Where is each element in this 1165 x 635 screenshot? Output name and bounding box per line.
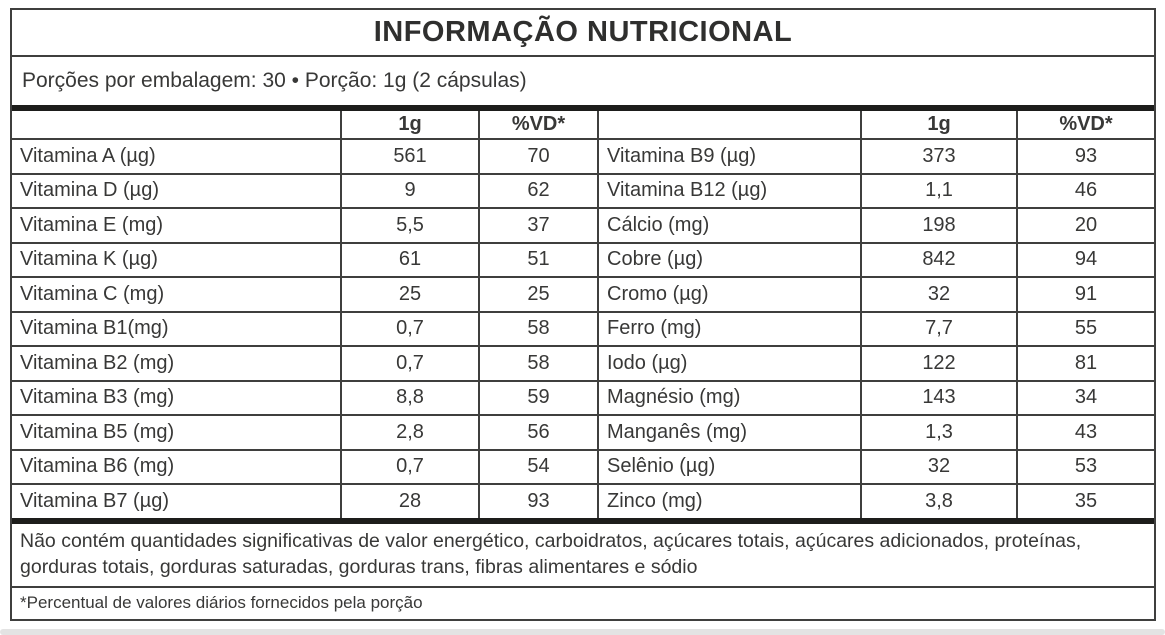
nutrient-name: Vitamina D (µg) bbox=[12, 175, 340, 209]
percent-daily-value: 43 bbox=[1016, 416, 1154, 451]
nutrient-name: Vitamina B6 (mg) bbox=[12, 451, 340, 485]
percent-daily-value: 58 bbox=[478, 347, 597, 382]
percent-daily-value: 20 bbox=[1016, 209, 1154, 244]
serving-info-text: Porções por embalagem: 30 • Porção: 1g (… bbox=[22, 69, 527, 92]
amount-per-serving: 28 bbox=[340, 485, 478, 518]
percent-daily-value: 46 bbox=[1016, 174, 1154, 209]
percent-daily-value: 62 bbox=[478, 174, 597, 209]
nutrient-name: Vitamina B9 (µg) bbox=[597, 140, 860, 175]
nutrient-name: Selênio (µg) bbox=[597, 450, 860, 485]
amount-per-serving: 1,1 bbox=[860, 174, 1016, 209]
table-row: Vitamina A (µg) 561 70 Vitamina B9 (µg) 373 9… bbox=[12, 140, 1154, 175]
nutrient-name: Ferro (mg) bbox=[597, 312, 860, 347]
table-row: Vitamina E (mg) 5,5 37 Cálcio (mg) 198 20 bbox=[12, 209, 1154, 244]
percent-daily-value: 53 bbox=[1016, 450, 1154, 485]
table-body: Vitamina A (µg) 561 70 Vitamina B9 (µg) 373 9… bbox=[12, 140, 1154, 518]
percent-daily-value: 37 bbox=[478, 209, 597, 244]
nutrient-name: Cálcio (mg) bbox=[597, 209, 860, 244]
table-row: Vitamina B1(mg) 0,7 58 Ferro (mg) 7,7 55 bbox=[12, 312, 1154, 347]
amount-per-serving: 61 bbox=[340, 243, 478, 278]
amount-per-serving: 0,7 bbox=[340, 312, 478, 347]
amount-per-serving: 842 bbox=[860, 243, 1016, 278]
nutrient-name: Vitamina B2 (mg) bbox=[12, 347, 340, 382]
nutrient-name: Vitamina K (µg) bbox=[12, 244, 340, 278]
table-row: Vitamina B6 (mg) 0,7 54 Selênio (µg) 32 53 bbox=[12, 450, 1154, 485]
amount-per-serving: 5,5 bbox=[340, 209, 478, 244]
nutrient-name: Cromo (µg) bbox=[597, 278, 860, 313]
dv-column-header-right: %VD* bbox=[1016, 111, 1154, 140]
nutrient-name: Vitamina B5 (mg) bbox=[12, 416, 340, 451]
nutrient-column-header-right bbox=[597, 111, 860, 140]
page-title: INFORMAÇÃO NUTRICIONAL bbox=[373, 16, 793, 48]
percent-daily-value: 54 bbox=[478, 450, 597, 485]
nutrient-name: Vitamina A (µg) bbox=[12, 140, 340, 175]
table-row: Vitamina B7 (µg) 28 93 Zinco (mg) 3,8 35 bbox=[12, 485, 1154, 518]
nutrient-name: Cobre (µg) bbox=[597, 243, 860, 278]
nutrient-name: Manganês (mg) bbox=[597, 416, 860, 451]
daily-value-footnote: *Percentual de valores diários fornecido… bbox=[12, 588, 1154, 619]
amount-per-serving: 8,8 bbox=[340, 381, 478, 416]
amount-column-header-left: 1g bbox=[340, 111, 478, 140]
percent-daily-value: 59 bbox=[478, 381, 597, 416]
table-row: Vitamina B3 (mg) 8,8 59 Magnésio (mg) 143 34 bbox=[12, 381, 1154, 416]
table-row: Vitamina C (mg) 25 25 Cromo (µg) 32 91 bbox=[12, 278, 1154, 313]
serving-info-row: Porções por embalagem: 30 • Porção: 1g (… bbox=[12, 57, 1154, 111]
percent-daily-value: 94 bbox=[1016, 243, 1154, 278]
percent-daily-value: 51 bbox=[478, 243, 597, 278]
percent-daily-value: 25 bbox=[478, 278, 597, 313]
percent-daily-value: 58 bbox=[478, 312, 597, 347]
nutrient-name: Zinco (mg) bbox=[597, 485, 860, 518]
amount-per-serving: 373 bbox=[860, 140, 1016, 175]
percent-daily-value: 55 bbox=[1016, 312, 1154, 347]
amount-per-serving: 122 bbox=[860, 347, 1016, 382]
no-significant-amounts-text: Não contém quantidades significativas de… bbox=[20, 529, 1082, 578]
nutrient-name: Magnésio (mg) bbox=[597, 381, 860, 416]
table-row: Vitamina B2 (mg) 0,7 58 Iodo (µg) 122 81 bbox=[12, 347, 1154, 382]
nutrient-name: Vitamina E (mg) bbox=[12, 209, 340, 244]
nutrient-column-header-left bbox=[12, 111, 340, 140]
amount-per-serving: 143 bbox=[860, 381, 1016, 416]
percent-daily-value: 93 bbox=[1016, 140, 1154, 175]
amount-column-header-right: 1g bbox=[860, 111, 1016, 140]
percent-daily-value: 56 bbox=[478, 416, 597, 451]
percent-daily-value: 35 bbox=[1016, 485, 1154, 518]
nutrient-name: Vitamina C (mg) bbox=[12, 278, 340, 313]
dv-column-header-left: %VD* bbox=[478, 111, 597, 140]
nutrient-name: Vitamina B7 (µg) bbox=[20, 489, 169, 512]
amount-per-serving: 32 bbox=[860, 450, 1016, 485]
amount-per-serving: 198 bbox=[860, 209, 1016, 244]
amount-per-serving: 561 bbox=[340, 140, 478, 175]
nutrient-name: Vitamina B3 (mg) bbox=[12, 382, 340, 416]
percent-daily-value: 93 bbox=[478, 485, 597, 518]
percent-daily-value: 70 bbox=[478, 140, 597, 175]
nutrient-name: Iodo (µg) bbox=[597, 347, 860, 382]
percent-daily-value: 91 bbox=[1016, 278, 1154, 313]
nutrient-name: Vitamina B1(mg) bbox=[12, 313, 340, 347]
nutrients-table: 1g %VD* 1g %VD* Vitamina A (µg) 561 70 Vita… bbox=[12, 111, 1154, 524]
label-title-row: INFORMAÇÃO NUTRICIONAL bbox=[12, 10, 1154, 57]
amount-per-serving: 0,7 bbox=[340, 347, 478, 382]
scan-edge-decoration bbox=[0, 629, 1165, 635]
table-row: Vitamina D (µg) 9 62 Vitamina B12 (µg) 1,1 46 bbox=[12, 174, 1154, 209]
table-row: Vitamina K (µg) 61 51 Cobre (µg) 842 94 bbox=[12, 243, 1154, 278]
nutrient-name: Vitamina B12 (µg) bbox=[597, 174, 860, 209]
amount-per-serving: 9 bbox=[340, 174, 478, 209]
amount-per-serving: 2,8 bbox=[340, 416, 478, 451]
amount-per-serving: 1,3 bbox=[860, 416, 1016, 451]
amount-per-serving: 25 bbox=[340, 278, 478, 313]
daily-value-footnote-text: *Percentual de valores diários fornecido… bbox=[20, 593, 423, 612]
amount-per-serving: 0,7 bbox=[340, 450, 478, 485]
percent-daily-value: 81 bbox=[1016, 347, 1154, 382]
table-header-row: 1g %VD* 1g %VD* bbox=[12, 111, 1154, 140]
no-significant-amounts-note: Não contém quantidades significativas de… bbox=[12, 524, 1154, 588]
amount-per-serving: 3,8 bbox=[860, 485, 1016, 518]
table-row: Vitamina B5 (mg) 2,8 56 Manganês (mg) 1,3 43 bbox=[12, 416, 1154, 451]
label-outer-frame: INFORMAÇÃO NUTRICIONAL Porções por embal… bbox=[10, 8, 1156, 621]
amount-per-serving: 7,7 bbox=[860, 312, 1016, 347]
percent-daily-value: 34 bbox=[1016, 381, 1154, 416]
amount-per-serving: 32 bbox=[860, 278, 1016, 313]
